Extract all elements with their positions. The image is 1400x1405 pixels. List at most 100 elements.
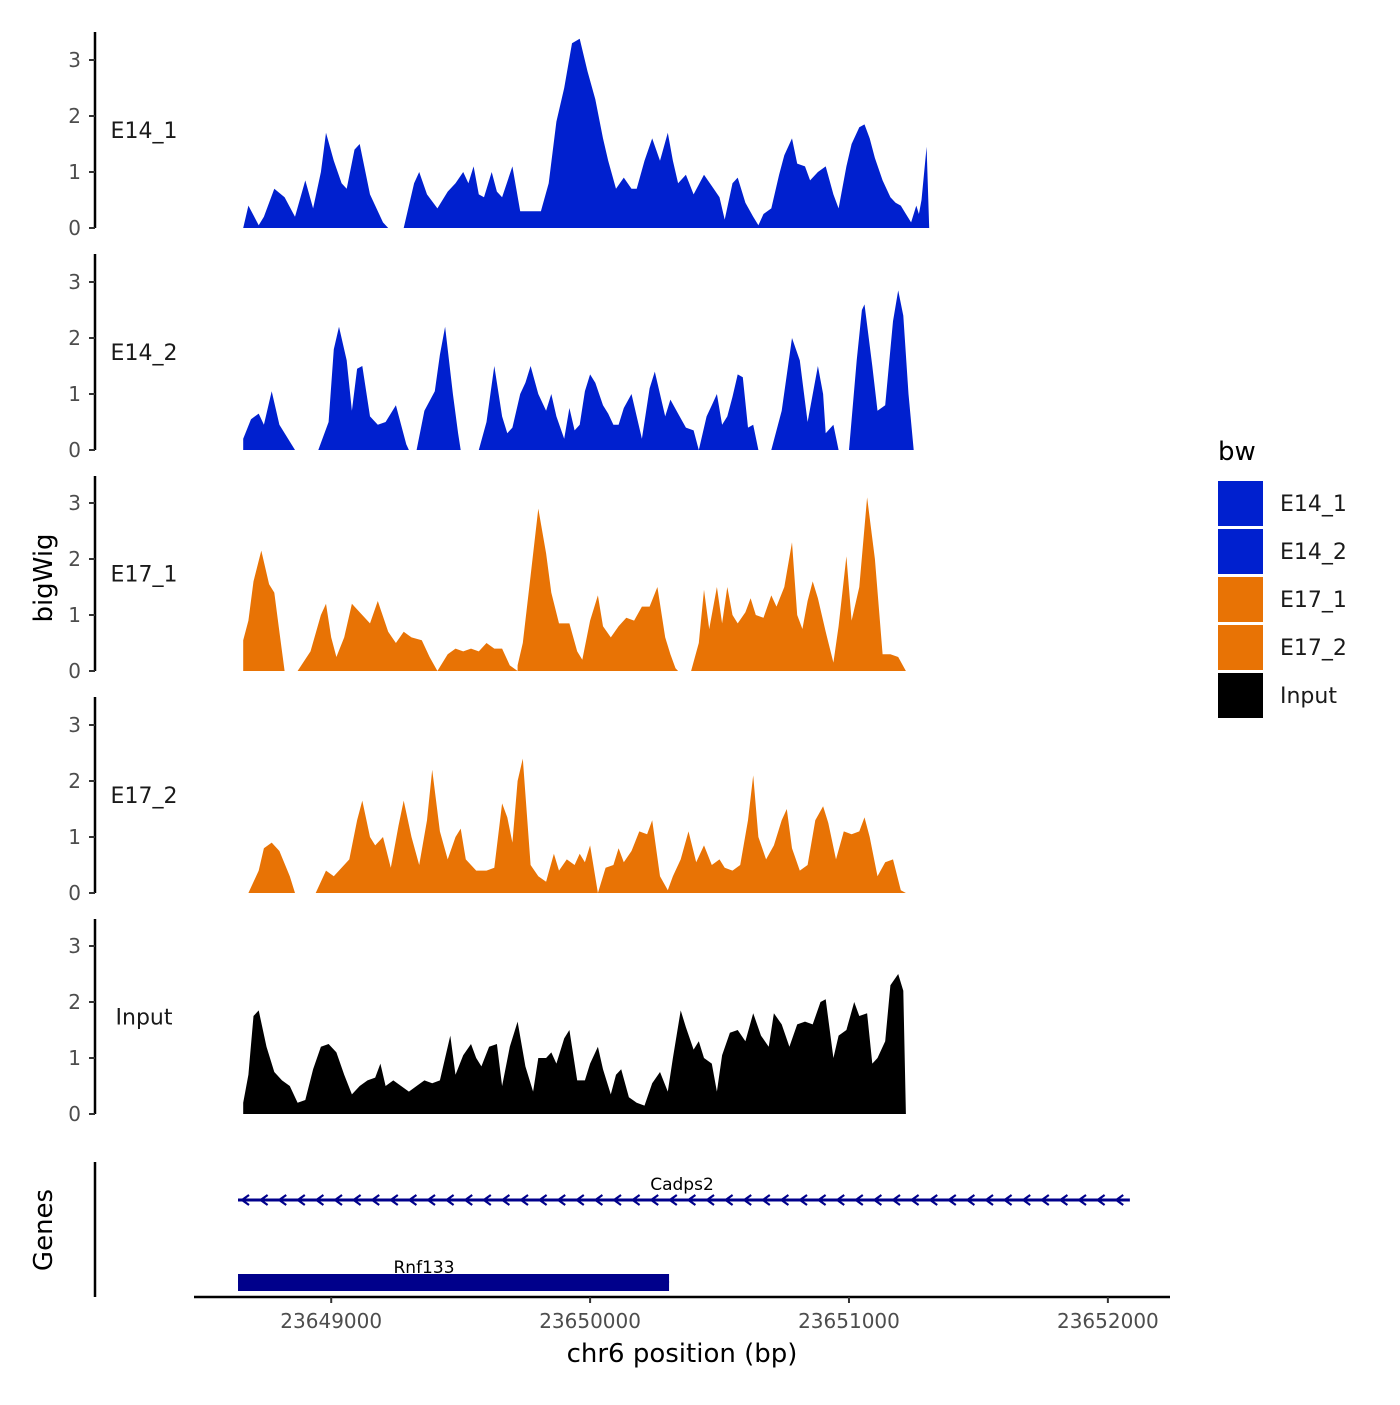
y-tick-label: 3 xyxy=(68,270,81,294)
y-tick-label: 1 xyxy=(68,825,81,849)
strand-arrow xyxy=(295,1194,306,1206)
legend-swatch xyxy=(1218,529,1263,574)
strand-arrow xyxy=(519,1194,529,1206)
strand-arrow xyxy=(649,1194,659,1206)
x-axis-title: chr6 position (bp) xyxy=(567,1339,798,1369)
strand-arrow xyxy=(686,1194,697,1206)
panel-e14_2: 0 1 2 3 E14_2 xyxy=(68,254,914,462)
legend-swatch xyxy=(1218,673,1263,718)
strand-arrow xyxy=(1058,1194,1069,1206)
strand-arrow xyxy=(909,1194,920,1206)
strand-arrow xyxy=(872,1194,883,1206)
area-e17_1 xyxy=(437,643,518,671)
strand-arrow xyxy=(537,1194,548,1206)
area-e17_2 xyxy=(315,758,598,893)
strand-arrow xyxy=(240,1194,250,1206)
legend: bw E14_1 E14_2 E17_1 E17_2 Input xyxy=(1218,437,1347,718)
x-tick-label: 23649000 xyxy=(280,1309,382,1333)
legend-swatch xyxy=(1218,577,1263,622)
gene-label-cadps2: Cadps2 xyxy=(650,1175,714,1195)
strand-arrow xyxy=(965,1194,976,1206)
strand-arrow xyxy=(760,1194,771,1206)
track-label: E17_2 xyxy=(111,784,178,809)
y-tick-label: 3 xyxy=(68,713,81,737)
area-e14_2 xyxy=(771,338,839,450)
panel-input: 0 1 2 3 Input xyxy=(68,919,906,1126)
track-label: Input xyxy=(116,1006,173,1031)
strand-arrow xyxy=(1021,1194,1031,1206)
y-tick-label: 0 xyxy=(68,438,81,462)
area-e14_2 xyxy=(478,366,699,450)
area-e17_1 xyxy=(691,497,906,671)
strand-arrow xyxy=(798,1194,808,1206)
strand-arrow xyxy=(574,1194,585,1206)
strand-arrow xyxy=(1002,1194,1013,1206)
x-tick-label: 23650000 xyxy=(539,1309,641,1333)
y-tick-label: 0 xyxy=(68,216,81,240)
y-tick-label: 1 xyxy=(68,603,81,627)
y-tick-label: 2 xyxy=(68,547,81,571)
strand-arrow xyxy=(314,1194,325,1206)
strand-arrow xyxy=(835,1194,845,1206)
y-tick-label: 2 xyxy=(68,990,81,1014)
strand-arrow xyxy=(928,1194,938,1206)
strand-arrow xyxy=(816,1194,827,1206)
area-e14_2 xyxy=(243,391,295,450)
strand-arrow xyxy=(593,1194,604,1206)
legend-label: Input xyxy=(1280,684,1337,709)
panel-e17_1: 0 1 2 3 E17_1 xyxy=(68,476,906,683)
y-tick-label: 1 xyxy=(68,382,81,406)
strand-arrow xyxy=(612,1194,622,1206)
area-e17_1 xyxy=(297,601,438,671)
gene-track: Cadps2 Rnf133 xyxy=(93,1162,1130,1297)
y-tick-label: 1 xyxy=(68,1046,81,1070)
strand-arrow xyxy=(556,1194,566,1206)
strand-arrow xyxy=(444,1194,455,1206)
gene-rnf133-exon xyxy=(238,1274,670,1291)
strand-arrow xyxy=(277,1194,287,1206)
area-input xyxy=(243,974,906,1114)
y-tick-label: 3 xyxy=(68,491,81,515)
x-axis: 23649000 23650000 23651000 23652000 xyxy=(194,1295,1170,1333)
panel-e17_2: 0 1 2 3 E17_2 xyxy=(68,697,906,905)
legend-label: E17_1 xyxy=(1280,588,1347,613)
strand-arrow xyxy=(630,1194,641,1206)
strand-arrow xyxy=(1095,1194,1106,1206)
y-axis-title: bigWig xyxy=(29,533,59,622)
strand-arrow xyxy=(1077,1194,1087,1206)
strand-arrow xyxy=(500,1194,511,1206)
x-tick-label: 23652000 xyxy=(1057,1309,1159,1333)
track-label: E17_1 xyxy=(111,563,178,588)
strand-arrow xyxy=(463,1194,473,1206)
x-tick-label: 23651000 xyxy=(798,1309,900,1333)
strand-arrow xyxy=(891,1194,901,1206)
legend-label: E14_2 xyxy=(1280,540,1347,565)
panel-e14_1: 0 1 2 3 E14_1 xyxy=(68,32,930,240)
track-label: E14_1 xyxy=(111,119,178,144)
area-e14_2 xyxy=(416,326,461,450)
y-tick-label: 0 xyxy=(68,881,81,905)
area-e14_2 xyxy=(318,326,409,450)
area-e17_2 xyxy=(248,842,295,893)
strand-arrow xyxy=(481,1194,492,1206)
legend-swatch xyxy=(1218,481,1263,526)
y-tick-label: 3 xyxy=(68,934,81,958)
legend-label: E14_1 xyxy=(1280,492,1347,517)
area-e14_2 xyxy=(849,290,914,450)
strand-arrow xyxy=(407,1194,418,1206)
strand-arrow xyxy=(1114,1194,1124,1206)
y-tick-label: 2 xyxy=(68,104,81,128)
area-e14_1 xyxy=(243,132,389,228)
legend-title: bw xyxy=(1218,437,1256,467)
strand-arrow xyxy=(426,1194,436,1206)
y-tick-label: 1 xyxy=(68,160,81,184)
strand-arrow xyxy=(946,1194,957,1206)
strand-arrow xyxy=(742,1194,752,1206)
area-e17_2 xyxy=(597,775,906,893)
strand-arrow xyxy=(258,1194,269,1206)
area-e17_1 xyxy=(243,550,285,671)
strand-arrow xyxy=(723,1194,734,1206)
y-tick-label: 2 xyxy=(68,326,81,350)
strand-arrow xyxy=(705,1194,715,1206)
